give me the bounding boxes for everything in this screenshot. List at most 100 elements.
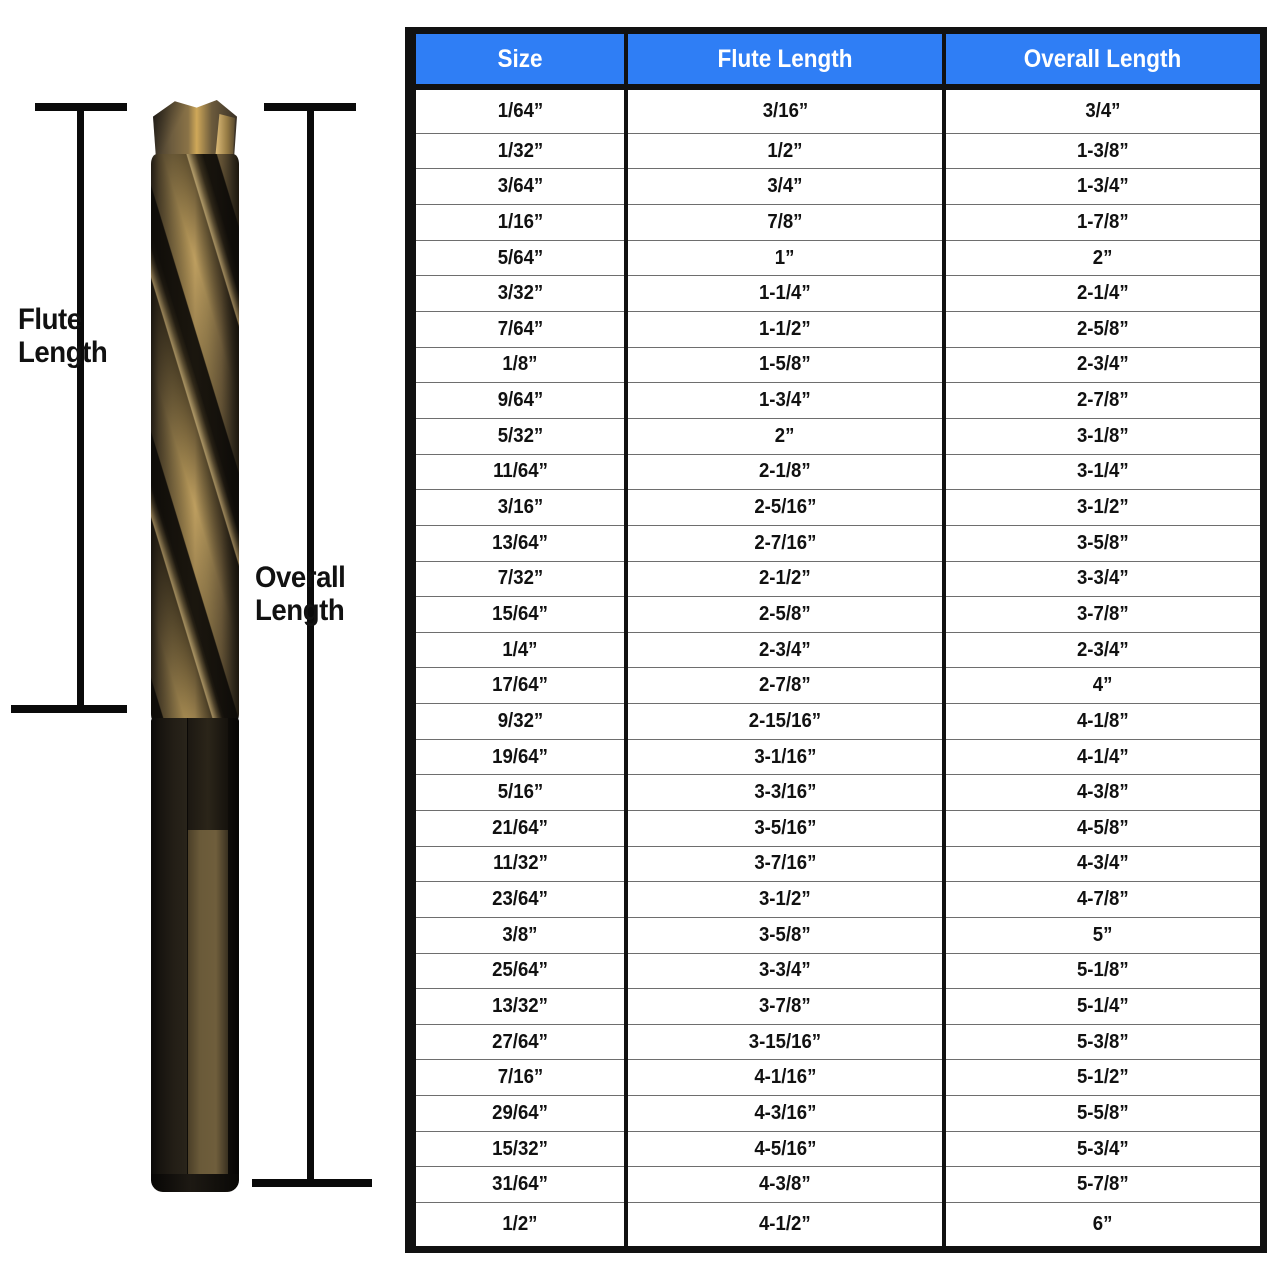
cell-overall-length: 3-1/4” [942,453,1264,490]
cell-size: 3/32” [412,275,628,312]
cell-flute-length: 2-7/16” [624,524,946,562]
cell-flute-length: 4-5/16” [624,1130,946,1167]
cell-overall-length-value: 5-5/8” [1077,1101,1129,1124]
cell-overall-length: 4-1/8” [942,703,1264,740]
table-row: 3/64” 3/4” 1-3/4” [412,168,1264,205]
cell-size: 9/32” [412,703,628,740]
flute-length-label: Flute Length [18,303,156,369]
cell-flute-length: 2-7/8” [624,667,946,704]
cell-overall-length: 3-5/8” [942,524,1264,562]
cell-size-value: 3/16” [497,496,543,519]
cell-flute-length: 1-5/8” [624,346,946,383]
cell-flute-length: 2-15/16” [624,703,946,740]
cell-size-value: 3/64” [497,175,543,198]
cell-overall-length: 3-3/4” [942,560,1264,597]
cell-overall-length-value: 5-1/8” [1077,959,1129,982]
cell-overall-length: 2-7/8” [942,382,1264,419]
cell-size-value: 5/16” [497,781,543,804]
flute-length-dimension-group: Flute Length [0,0,200,1276]
cell-flute-length-value: 3/4” [767,175,803,198]
table-row: 3/16” 2-5/16” 3-1/2” [412,489,1264,526]
cell-flute-length: 1-1/4” [624,275,946,312]
cell-size: 23/64” [412,881,628,918]
cell-flute-length: 2-5/8” [624,596,946,633]
table-row: 25/64” 3-3/4” 5-1/8” [412,952,1264,989]
cell-overall-length: 2” [942,239,1264,276]
cell-size-value: 17/64” [492,674,548,697]
cell-flute-length: 3-1/2” [624,881,946,918]
table-row: 15/64” 2-5/8” 3-7/8” [412,596,1264,633]
table-row: 1/8” 1-5/8” 2-3/4” [412,346,1264,383]
cell-flute-length: 2-1/8” [624,453,946,490]
table-row: 1/4” 2-3/4” 2-3/4” [412,631,1264,668]
cell-flute-length: 3-5/8” [624,916,946,954]
cell-overall-length-value: 3-5/8” [1077,531,1129,554]
cell-flute-length-value: 1-1/2” [759,317,811,340]
cell-overall-length-value: 4-3/8” [1077,781,1129,804]
cell-overall-length: 3-7/8” [942,596,1264,633]
table-row: 17/64” 2-7/8” 4” [412,667,1264,704]
cell-flute-length: 4-1/2” [624,1202,946,1246]
cell-flute-length-value: 3-3/4” [759,959,811,982]
cell-size-value: 13/64” [492,531,548,554]
cell-flute-length: 4-1/16” [624,1059,946,1096]
cell-overall-length-value: 1-7/8” [1077,210,1129,233]
cell-overall-length-value: 3-3/4” [1077,567,1129,590]
cell-flute-length: 3-15/16” [624,1023,946,1060]
cell-flute-length: 3-5/16” [624,810,946,847]
cell-size-value: 9/64” [497,389,543,412]
cell-overall-length: 1-3/4” [942,168,1264,205]
cell-size: 31/64” [412,1166,628,1203]
cell-flute-length-value: 3-7/16” [753,852,817,875]
cell-overall-length-value: 3-1/8” [1077,424,1129,447]
cell-overall-length-value: 5-1/2” [1077,1066,1129,1089]
cell-overall-length: 5” [942,916,1264,954]
cell-overall-length-value: 3/4” [1085,99,1121,122]
table-row: 9/64” 1-3/4” 2-7/8” [412,382,1264,419]
cell-flute-length: 3/4” [624,168,946,205]
cell-size: 3/8” [412,916,628,954]
cell-size: 21/64” [412,810,628,847]
cell-size: 11/64” [412,453,628,490]
cell-size: 1/64” [412,87,628,134]
cell-flute-length-value: 3-5/16” [753,816,817,839]
cell-flute-length-value: 4-3/16” [753,1101,817,1124]
cell-flute-length-value: 1” [775,246,795,269]
overall-length-label-line2: Length [255,594,345,627]
cell-flute-length-value: 2-5/16” [753,496,817,519]
cell-flute-length-value: 2-5/8” [759,602,811,625]
table-row: 3/32” 1-1/4” 2-1/4” [412,275,1264,312]
cell-overall-length-value: 4-7/8” [1077,888,1129,911]
table-body: 1/64” 3/16” 3/4” 1/32” 1/2” 1-3/8” 3/64” 3/4” 1-… [412,87,1264,1246]
cell-overall-length: 5-1/4” [942,988,1264,1025]
column-header-size: Size [412,34,628,90]
table-row: 5/32” 2” 3-1/8” [412,417,1264,455]
cell-overall-length-value: 4-1/8” [1077,709,1129,732]
cell-size-value: 3/32” [497,282,543,305]
cell-overall-length: 4-1/4” [942,738,1264,775]
cell-overall-length-value: 3-1/2” [1077,496,1129,519]
cell-size: 7/64” [412,311,628,348]
cell-size: 1/8” [412,346,628,383]
cell-overall-length-value: 3-7/8” [1077,602,1129,625]
cell-overall-length: 5-3/4” [942,1130,1264,1167]
column-header-flute-length-label: Flute Length [717,44,853,73]
cell-overall-length-value: 2-3/4” [1077,638,1129,661]
cell-flute-length: 3-7/8” [624,988,946,1025]
flute-length-label-line2: Length [18,336,108,369]
cell-size-value: 7/16” [497,1066,543,1089]
cell-overall-length: 2-1/4” [942,275,1264,312]
cell-size-value: 1/32” [497,139,543,162]
table-header-row: Size Flute Length Overall Length [412,34,1264,90]
drill-bit-point-tip [153,100,237,164]
cell-flute-length: 1-1/2” [624,311,946,348]
cell-flute-length-value: 2” [775,424,795,447]
cell-overall-length: 1-7/8” [942,204,1264,241]
cell-size: 1/2” [412,1202,628,1246]
cell-size: 13/32” [412,988,628,1025]
cell-size-value: 27/64” [492,1030,548,1053]
cell-flute-length: 3-7/16” [624,845,946,882]
cell-overall-length: 1-3/8” [942,132,1264,169]
cell-overall-length-value: 1-3/8” [1077,139,1129,162]
cell-size: 1/32” [412,132,628,169]
